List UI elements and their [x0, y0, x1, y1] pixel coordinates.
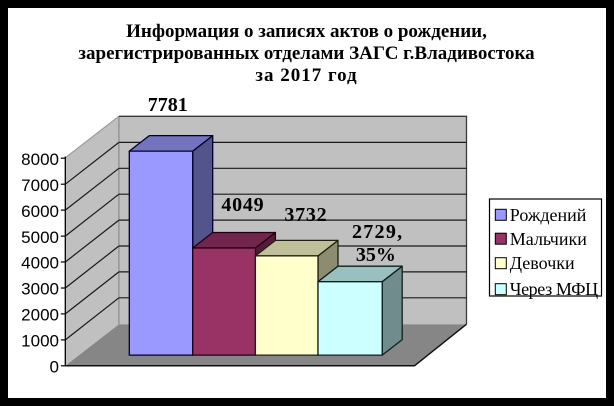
svg-text:35%: 35%: [355, 244, 395, 266]
svg-text:Через МФЦ: Через МФЦ: [509, 279, 597, 299]
svg-text:8000: 8000: [21, 150, 59, 169]
svg-text:3000: 3000: [21, 280, 59, 299]
svg-text:4049: 4049: [221, 194, 264, 216]
svg-text:6000: 6000: [21, 202, 59, 221]
svg-text:2000: 2000: [21, 306, 59, 325]
svg-text:0: 0: [49, 358, 58, 377]
svg-text:3732: 3732: [284, 204, 327, 226]
svg-text:Девочки: Девочки: [509, 253, 574, 273]
svg-text:7000: 7000: [21, 176, 59, 195]
svg-text:2729,: 2729,: [351, 221, 403, 243]
svg-text:1000: 1000: [21, 332, 59, 351]
svg-text:5000: 5000: [21, 228, 59, 247]
svg-text:Мальчики: Мальчики: [509, 229, 586, 249]
svg-text:4000: 4000: [21, 254, 59, 273]
svg-text:7781: 7781: [147, 94, 187, 116]
svg-text:Рождений: Рождений: [509, 205, 586, 225]
